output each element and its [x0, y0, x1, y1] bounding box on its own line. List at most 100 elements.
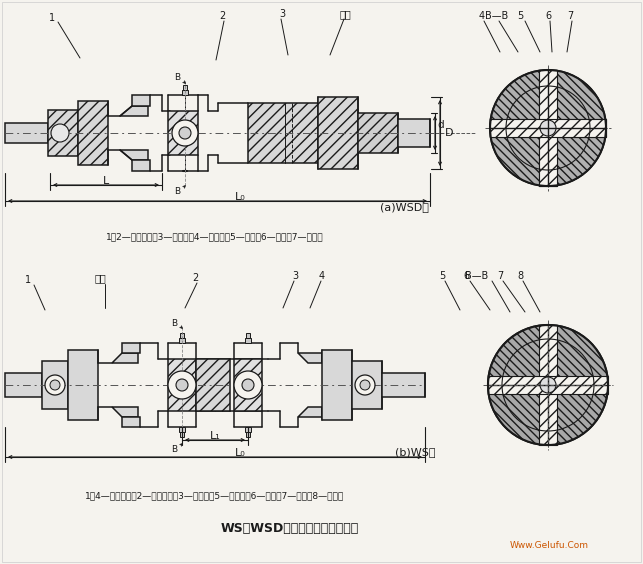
Text: 6: 6: [463, 271, 469, 281]
Polygon shape: [352, 361, 382, 409]
Polygon shape: [78, 101, 108, 165]
Polygon shape: [322, 350, 352, 420]
Polygon shape: [398, 119, 430, 147]
Text: B: B: [174, 73, 180, 82]
Bar: [248, 103, 318, 163]
Text: 7: 7: [567, 11, 573, 21]
Text: B: B: [174, 187, 180, 196]
Wedge shape: [548, 128, 606, 186]
Polygon shape: [132, 160, 150, 171]
Bar: [539, 70, 557, 186]
Bar: [180, 333, 184, 338]
Text: (b)WS型: (b)WS型: [395, 447, 435, 457]
Text: 1、4—半联轴器；2—叉形接头；3—圆锥销；5—十字轴；6—销钉；7—套筒；8—圆柱销: 1、4—半联轴器；2—叉形接头；3—圆锥销；5—十字轴；6—销钉；7—套筒；8—…: [86, 491, 345, 500]
Bar: [539, 325, 557, 445]
Bar: [179, 338, 185, 343]
Circle shape: [355, 375, 375, 395]
Polygon shape: [42, 361, 68, 409]
Circle shape: [176, 379, 188, 391]
Bar: [358, 113, 398, 153]
Bar: [318, 97, 358, 169]
Circle shape: [51, 124, 69, 142]
Text: WS、WSD型十字轴式万向联轴器: WS、WSD型十字轴式万向联轴器: [221, 522, 359, 535]
Text: 8: 8: [517, 271, 523, 281]
Text: 7: 7: [497, 271, 503, 281]
Polygon shape: [298, 353, 322, 363]
Bar: [246, 333, 250, 338]
Bar: [539, 70, 557, 186]
Text: L: L: [103, 176, 109, 186]
Wedge shape: [490, 128, 548, 186]
Text: B: B: [171, 444, 177, 453]
Polygon shape: [132, 95, 150, 106]
Bar: [245, 427, 251, 432]
Polygon shape: [5, 373, 42, 397]
Polygon shape: [5, 123, 48, 143]
Wedge shape: [488, 385, 548, 445]
Polygon shape: [112, 353, 138, 363]
Circle shape: [172, 120, 198, 146]
Circle shape: [360, 380, 370, 390]
Circle shape: [540, 377, 556, 393]
Text: d: d: [437, 120, 444, 130]
Bar: [168, 111, 198, 155]
Wedge shape: [488, 325, 548, 385]
Text: 5: 5: [439, 271, 445, 281]
Bar: [490, 119, 606, 137]
Text: 1: 1: [49, 13, 55, 23]
Bar: [490, 119, 606, 137]
Text: 4: 4: [319, 271, 325, 281]
Bar: [234, 359, 262, 411]
Text: 3: 3: [279, 9, 285, 19]
Text: 1、2—半联轴器；3—圆锥销；4—十字轴；5—销钉；6—套筒；7—圆柱销: 1、2—半联轴器；3—圆锥销；4—十字轴；5—销钉；6—套筒；7—圆柱销: [106, 232, 324, 241]
Circle shape: [179, 127, 191, 139]
Polygon shape: [112, 407, 138, 417]
Bar: [246, 432, 250, 437]
Bar: [168, 359, 196, 411]
Polygon shape: [382, 373, 425, 397]
Bar: [179, 427, 185, 432]
Text: L₀: L₀: [235, 448, 246, 458]
Wedge shape: [490, 70, 548, 128]
Wedge shape: [548, 325, 608, 385]
Text: 2: 2: [192, 273, 198, 283]
Bar: [183, 85, 187, 90]
Polygon shape: [48, 110, 78, 156]
Bar: [182, 90, 188, 95]
Text: L₁: L₁: [210, 431, 221, 441]
Text: Www.Gelufu.Com: Www.Gelufu.Com: [510, 541, 589, 550]
Bar: [196, 359, 230, 411]
Text: (a)WSD型: (a)WSD型: [380, 202, 429, 212]
Bar: [245, 338, 251, 343]
Polygon shape: [122, 417, 140, 427]
Text: 1: 1: [25, 275, 31, 285]
Text: 6: 6: [545, 11, 551, 21]
Bar: [180, 432, 184, 437]
Circle shape: [488, 325, 608, 445]
Text: 2: 2: [219, 11, 225, 21]
Bar: [488, 376, 608, 394]
Circle shape: [242, 379, 254, 391]
Text: B—B: B—B: [485, 11, 509, 21]
Text: 4: 4: [479, 11, 485, 21]
Text: B—B: B—B: [466, 271, 489, 281]
Circle shape: [50, 380, 60, 390]
Polygon shape: [68, 350, 98, 420]
Wedge shape: [548, 70, 606, 128]
Circle shape: [234, 371, 262, 399]
Wedge shape: [548, 385, 608, 445]
Polygon shape: [120, 106, 148, 116]
Text: 5: 5: [517, 11, 523, 21]
Circle shape: [45, 375, 65, 395]
Text: 标志: 标志: [339, 9, 351, 19]
Polygon shape: [122, 343, 140, 353]
Circle shape: [540, 120, 556, 136]
Circle shape: [168, 371, 196, 399]
Circle shape: [490, 70, 606, 186]
Text: B: B: [171, 319, 177, 328]
Text: L₀: L₀: [235, 192, 246, 202]
Text: 3: 3: [292, 271, 298, 281]
Text: 标志: 标志: [94, 273, 106, 283]
Text: D: D: [445, 128, 453, 138]
Polygon shape: [298, 407, 322, 417]
